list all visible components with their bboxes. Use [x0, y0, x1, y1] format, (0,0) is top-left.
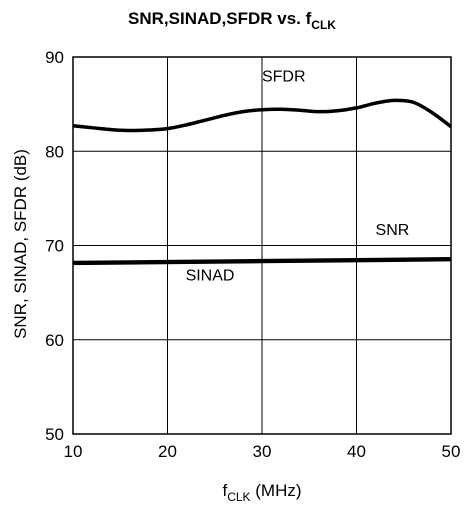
y-tick-label: 90 [45, 48, 64, 67]
y-tick-label: 70 [45, 237, 64, 256]
series-line-sinad [72, 257, 452, 266]
grid [73, 57, 451, 434]
y-axis-label: SNR, SINAD, SFDR (dB) [11, 149, 30, 339]
x-axis-label-unit: (MHz) [251, 481, 302, 500]
x-axis-label: fCLK (MHz) [222, 481, 301, 504]
series-label-sinad: SINAD [186, 267, 235, 284]
axis-ticks: 10 20 30 40 50 50 60 70 80 90 [45, 48, 460, 461]
series-line-sfdr [72, 98, 453, 133]
x-axis-label-main: f [222, 481, 227, 500]
x-tick-label: 50 [442, 442, 461, 461]
x-tick-label: 20 [158, 442, 177, 461]
chart-title: SNR,SINAD,SFDR vs. fCLK [128, 9, 336, 32]
x-axis-label-subscript: CLK [227, 490, 250, 504]
x-tick-label: 40 [347, 442, 366, 461]
y-tick-label: 50 [45, 425, 64, 444]
series-labels: SFDR SNR SINAD [186, 69, 410, 285]
series-label-sfdr: SFDR [262, 69, 306, 86]
plot-frame [72, 56, 452, 435]
chart-title-subscript: CLK [311, 18, 336, 32]
series-lines [72, 98, 453, 266]
y-tick-label: 60 [45, 331, 64, 350]
chart-title-main: SNR,SINAD,SFDR vs. f [128, 9, 312, 28]
y-tick-label: 80 [45, 142, 64, 161]
x-tick-label: 30 [253, 442, 272, 461]
x-tick-label: 10 [64, 442, 83, 461]
series-label-snr: SNR [376, 222, 410, 239]
series-line-snr [72, 257, 452, 263]
